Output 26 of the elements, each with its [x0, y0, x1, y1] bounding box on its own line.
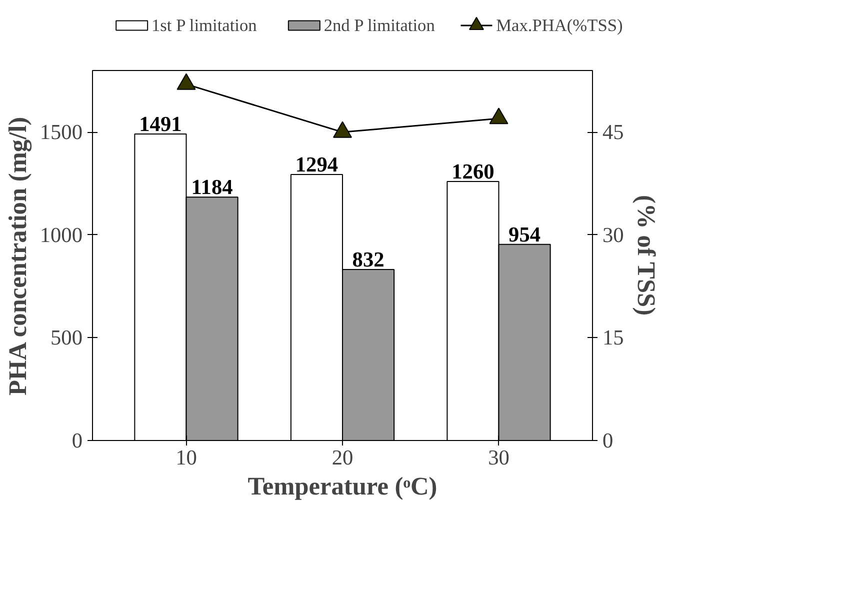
y2-tick-label: 45	[602, 120, 624, 144]
x-tick-label: 30	[488, 446, 510, 470]
y-axis-title: PHA concentration (mg/l)	[4, 116, 32, 396]
legend-label: 1st P limitation	[152, 16, 258, 35]
y2-tick-label: 15	[602, 326, 624, 350]
x-axis-title: Temperature (ᵒC)	[248, 472, 438, 500]
legend-label: Max.PHA(%TSS)	[496, 16, 623, 35]
point	[489, 108, 508, 124]
y2-tick-label: 30	[602, 222, 624, 247]
data-label: 1184	[191, 175, 234, 200]
data-label: 954	[508, 222, 541, 246]
y-tick-label: 500	[50, 326, 83, 350]
x-tick-label: 20	[332, 446, 354, 470]
point	[176, 73, 196, 90]
y-tick-label: 1500	[40, 120, 82, 144]
x-tick-label: 10	[176, 446, 197, 470]
y2-tick-label: 0	[602, 428, 614, 452]
y-tick-label: 1000	[40, 222, 82, 247]
data-label: 1294	[295, 152, 338, 177]
point	[333, 121, 352, 138]
y-tick-label: 0	[72, 428, 83, 452]
legend-label: 2nd P limitation	[324, 16, 436, 35]
y2-axis-title: (% of TSS)	[632, 194, 660, 316]
data-label: 1491	[139, 112, 182, 136]
data-label: 832	[352, 247, 384, 272]
data-label: 1260	[452, 160, 494, 184]
